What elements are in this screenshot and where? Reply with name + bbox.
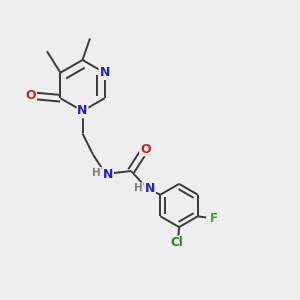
Text: H: H xyxy=(134,183,143,193)
Text: N: N xyxy=(99,66,110,79)
Text: F: F xyxy=(210,212,218,225)
Text: Cl: Cl xyxy=(170,236,183,249)
Text: N: N xyxy=(145,182,155,196)
Text: N: N xyxy=(77,104,88,118)
Text: H: H xyxy=(92,167,101,178)
Text: O: O xyxy=(140,142,151,156)
Text: N: N xyxy=(103,167,113,181)
Text: O: O xyxy=(26,89,36,102)
